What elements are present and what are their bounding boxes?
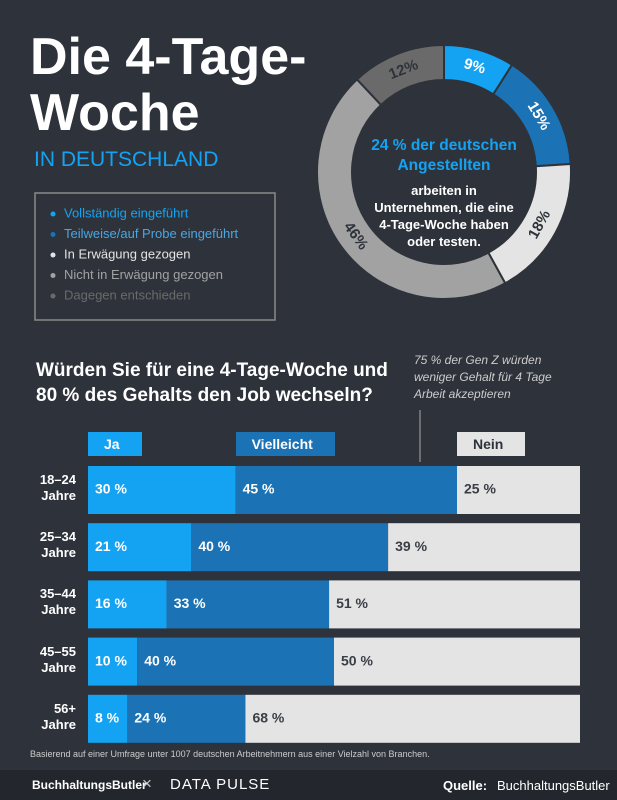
value-label: 50 %	[341, 652, 373, 668]
value-label: 39 %	[395, 538, 427, 554]
bar-segment	[88, 637, 138, 686]
bar-segment	[88, 466, 236, 514]
bar-segment	[235, 466, 457, 514]
bar-segment	[334, 637, 580, 686]
source: BuchhaltungsButler	[497, 778, 610, 793]
legend-label: Vollständig eingeführt	[64, 205, 189, 220]
bar-segment	[166, 580, 330, 629]
legend-box	[34, 192, 276, 321]
value-label: 25 %	[464, 481, 496, 497]
bar-segment	[88, 523, 192, 572]
bar-segment	[88, 694, 128, 743]
value-label: 33 %	[174, 595, 206, 611]
title-line: Woche	[30, 84, 200, 142]
separator: ×	[142, 774, 152, 793]
legend-bullet	[50, 252, 56, 258]
donut-segment	[316, 78, 507, 300]
category-label: 35–44 Jahre	[39, 586, 76, 618]
value-label: 21 %	[95, 538, 127, 554]
value-label: 68 %	[252, 710, 284, 726]
value-label: 24 %	[134, 710, 166, 726]
annotation: 75 % der Gen Z würden weniger Gehalt für…	[414, 353, 552, 401]
bar-segment	[191, 523, 389, 572]
category-label: 45–55 Jahre	[39, 643, 76, 675]
legend-bullet	[50, 293, 56, 299]
value-label: 45 %	[243, 481, 275, 497]
subtitle: IN DEUTSCHLAND	[34, 148, 219, 171]
bar-segment	[388, 523, 580, 572]
legend-label: Teilweise/auf Probe eingeführt	[64, 226, 239, 241]
legend-label: Nicht in Erwägung gezogen	[64, 267, 223, 282]
legend-label: In Erwägung gezogen	[64, 246, 190, 261]
value-label: 16 %	[95, 595, 127, 611]
legend-bullet	[50, 211, 56, 217]
footer-bar	[0, 770, 617, 800]
donut-segment	[355, 43, 445, 107]
value-label: 8 %	[95, 710, 120, 726]
category-label: 56+ Jahre	[41, 700, 76, 732]
segment-label: 9%	[462, 55, 488, 77]
bar-segment	[329, 580, 580, 629]
logo: DATA PULSE	[170, 776, 271, 793]
value-label: 10 %	[95, 652, 127, 668]
center-text: arbeiten in Unternehmen, die eine 4-Tage…	[374, 183, 514, 249]
legend-chip: Nein	[457, 432, 526, 456]
bar-title: Würden Sie für eine 4-Tage-Woche und 80 …	[36, 360, 388, 406]
legend-bullet	[50, 273, 56, 278]
bar-segment	[127, 694, 246, 743]
legend-label: Dagegen entschieden	[64, 287, 191, 302]
category-label: 25–34 Jahre	[39, 529, 76, 561]
value-label: 40 %	[144, 652, 176, 668]
source-label: Quelle:	[443, 778, 488, 793]
center-highlight: 24 % der deutschen Angestellten	[371, 137, 517, 174]
bar-segment	[457, 466, 580, 514]
legend-chip: Ja	[88, 432, 142, 456]
value-label: 40 %	[198, 538, 230, 554]
bar-segment	[245, 694, 580, 743]
logo: BuchhaltungsButler	[32, 778, 147, 792]
title-line: Die 4-Tage-	[30, 28, 307, 86]
category-label: 18–24 Jahre	[39, 472, 76, 503]
footnote: Basierend auf einer Umfrage unter 1007 d…	[30, 749, 430, 759]
legend-bullet	[50, 232, 56, 237]
bar-segment	[88, 580, 167, 629]
bar-segment	[137, 637, 334, 686]
value-label: 51 %	[336, 595, 368, 611]
legend-chip: Vielleicht	[235, 432, 335, 456]
value-label: 30 %	[95, 481, 127, 497]
